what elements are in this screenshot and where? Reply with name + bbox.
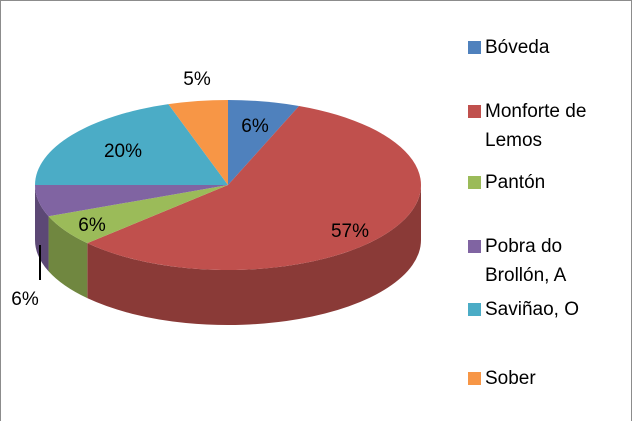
legend-label: Monforte de Lemos: [485, 101, 587, 151]
data-label: 6%: [11, 289, 39, 310]
legend-swatch: [468, 240, 481, 253]
legend-label: Pantón: [485, 172, 546, 193]
data-label: 5%: [183, 69, 211, 90]
legend-item: Pantón: [468, 168, 628, 197]
slice-side: [87, 185, 421, 325]
slice: [228, 100, 300, 185]
legend-swatch: [468, 105, 481, 118]
legend-item: Bóveda: [468, 33, 628, 62]
slice: [87, 105, 422, 271]
slice: [35, 185, 228, 217]
legend-swatch: [468, 303, 481, 316]
legend-label: Saviñao, O: [485, 299, 579, 320]
data-label: 6%: [78, 215, 106, 236]
slice-side: [48, 216, 88, 299]
slice: [168, 100, 228, 185]
legend-swatch: [468, 41, 481, 54]
legend-label: Pobra do Brollón, A: [485, 236, 567, 286]
slice: [35, 104, 228, 185]
legend-item: Sober: [468, 364, 628, 393]
legend-item: Pobra do Brollón, A: [468, 232, 628, 290]
legend-label: Bóveda: [485, 37, 550, 58]
data-label: 20%: [104, 141, 142, 162]
legend-swatch: [468, 372, 481, 385]
data-label: 57%: [331, 221, 369, 242]
legend-label: Sober: [485, 368, 536, 389]
slice-side: [35, 185, 49, 272]
legend-item: Saviñao, O: [468, 295, 628, 324]
slice: [48, 185, 229, 244]
legend-item: Monforte de Lemos: [468, 97, 628, 155]
data-label: 6%: [241, 116, 269, 137]
legend-swatch: [468, 176, 481, 189]
